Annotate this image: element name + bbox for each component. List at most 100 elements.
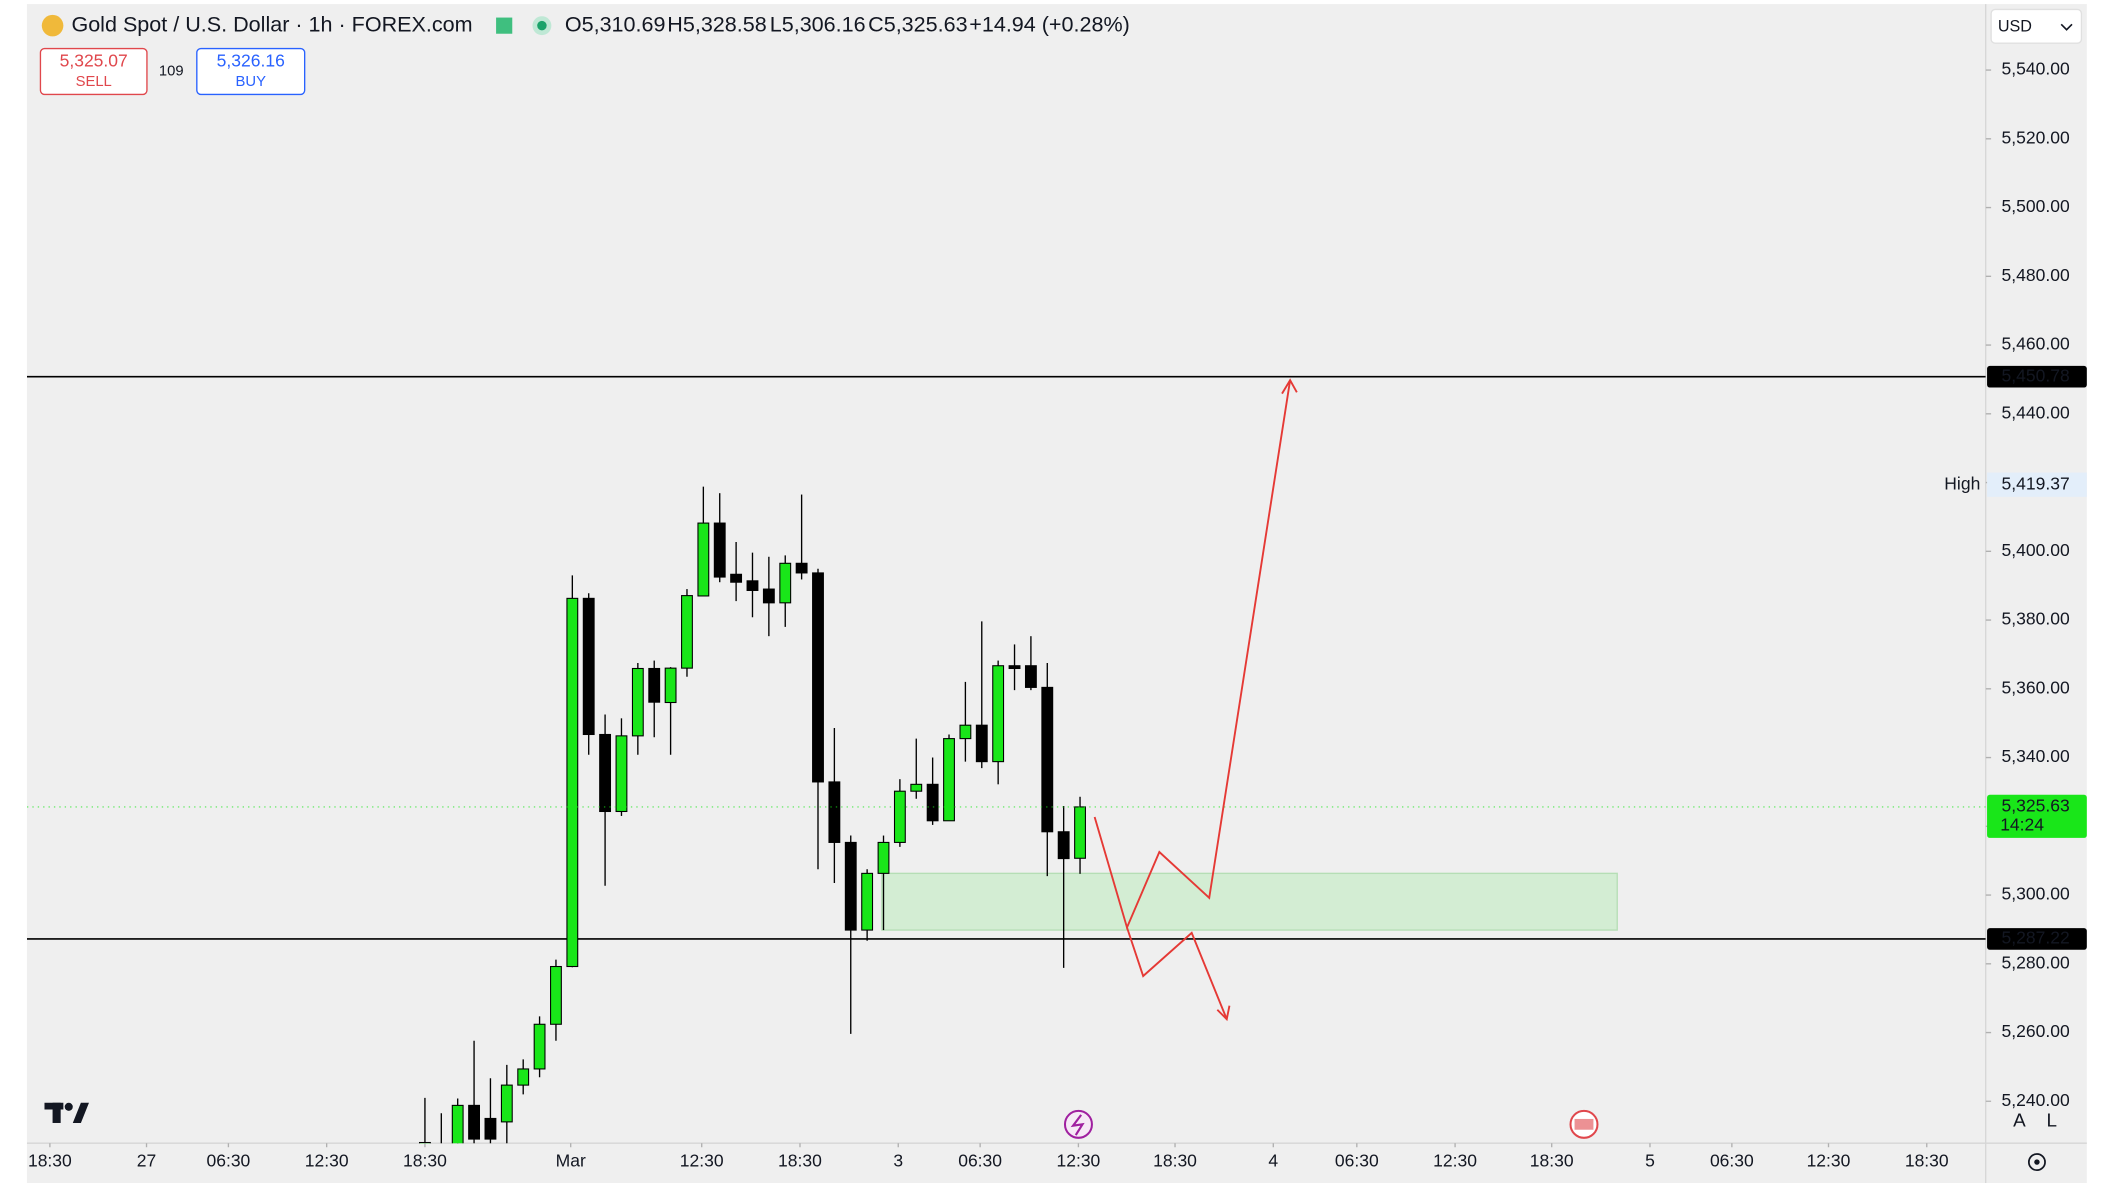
x-tick-label: 18:30 [778, 1151, 822, 1171]
sell-label[interactable]: SELL [76, 74, 112, 90]
spread: 109 [159, 63, 184, 79]
arrow-head [1216, 1005, 1231, 1022]
y-tick-label: 5,500.00 [2002, 196, 2070, 216]
candle-body [926, 783, 939, 822]
buy-price[interactable]: 5,326.16 [217, 51, 285, 71]
x-tick-label: 4 [1268, 1151, 1278, 1171]
candle-body [664, 667, 677, 704]
event-icon-bolt [1070, 1114, 1085, 1136]
x-tick-label: 18:30 [403, 1151, 447, 1171]
x-tick-label: 12:30 [1056, 1151, 1100, 1171]
sell-button[interactable]: 5,325.07 SELL [39, 47, 148, 96]
x-tick-label: 5 [1645, 1151, 1655, 1171]
high-label-box [1987, 472, 2087, 497]
high-label: 5,419.37 [2002, 473, 2070, 493]
y-tick-label: 5,260.00 [2002, 1021, 2070, 1041]
high-text: High [1944, 473, 1980, 493]
y-tick-label: 5,380.00 [2002, 609, 2070, 629]
candle-body [779, 562, 792, 604]
overlay: 5,450.78 5,287.22 High 5,419.37 5,325.6314:2… [1944, 365, 2087, 950]
logo-part [64, 1102, 73, 1111]
sell-box[interactable] [39, 47, 148, 96]
currency-box[interactable] [1990, 8, 2083, 44]
candle-body [1008, 665, 1021, 670]
candle-body [533, 1023, 546, 1070]
price-label: 5,450.78 [2002, 365, 2070, 385]
y-tick-label: 5,240.00 [2002, 1090, 2070, 1110]
currency-label[interactable]: USD [1998, 17, 2032, 35]
sell-price[interactable]: 5,325.07 [60, 51, 128, 71]
candle-body [550, 965, 562, 1025]
candle-body [500, 1084, 513, 1123]
ohlc-low: L5,306.16 [770, 11, 866, 36]
chart-background [26, 4, 2087, 1183]
last-price-label: 5,325.63 [2002, 796, 2070, 816]
time-axis: 18:30 27 06:30 12:30 18:30 Mar 12:30 18:30 3 06:3… [28, 1143, 1949, 1171]
candle-body [762, 588, 775, 604]
candle-body [648, 667, 661, 703]
flag-icon [1574, 1118, 1594, 1130]
x-tick-label: 12:30 [305, 1151, 349, 1171]
market-flag [496, 17, 513, 34]
candle-body [812, 572, 824, 783]
settings-button[interactable] [2027, 1153, 2046, 1172]
projection-down [1126, 927, 1228, 1020]
candle-body [484, 1117, 497, 1140]
ohlc-change: +14.94 (+0.28%) [969, 11, 1130, 36]
candle-body [631, 667, 644, 737]
projection-up [1093, 380, 1292, 931]
buy-box[interactable] [196, 47, 306, 96]
candle-body [959, 724, 972, 740]
x-tick-label: Mar [556, 1151, 586, 1171]
y-tick-label: 5,520.00 [2002, 127, 2070, 147]
candle-body [468, 1104, 481, 1140]
candle-body [893, 790, 906, 843]
candle-body [795, 562, 808, 574]
ohlc-open: O5,310.69 [565, 11, 666, 36]
candle-body [517, 1068, 530, 1086]
candle-body [910, 783, 923, 792]
candle-body [877, 841, 890, 874]
auto-scale-button[interactable]: A [2013, 1110, 2026, 1131]
y-tick-label: 5,280.00 [2002, 952, 2070, 972]
x-tick-label: 18:30 [1905, 1151, 1949, 1171]
demand-zone [881, 872, 1618, 931]
plot-area [26, 375, 1986, 1144]
y-tick-label: 5,480.00 [2002, 265, 2070, 285]
x-tick-label: 06:30 [206, 1151, 250, 1171]
candle-body [697, 522, 710, 597]
x-tick-label: 18:30 [1153, 1151, 1197, 1171]
ohlc-high: H5,328.58 [667, 11, 766, 36]
logo-part [52, 1102, 61, 1123]
currency-dropdown[interactable]: USD [1990, 8, 2083, 44]
y-tick-label: 5,400.00 [2002, 540, 2070, 560]
log-scale-button[interactable]: L [2047, 1110, 2057, 1131]
x-tick-label: 3 [893, 1151, 903, 1171]
candle-body [975, 724, 988, 763]
candle-body [943, 738, 955, 822]
candle-body [451, 1104, 464, 1144]
x-tick-label: 06:30 [958, 1151, 1002, 1171]
candle-body [828, 781, 841, 843]
x-tick-label: 18:30 [28, 1151, 72, 1171]
candle-body [599, 733, 612, 813]
x-tick-label: 06:30 [1710, 1151, 1754, 1171]
candle-body [844, 841, 857, 931]
candle-body [419, 1141, 431, 1144]
candle-body [1057, 831, 1070, 860]
buy-label[interactable]: BUY [236, 74, 267, 90]
candle-body [615, 735, 628, 813]
x-tick-label: 12:30 [680, 1151, 724, 1171]
logo-part [72, 1102, 89, 1123]
logo [44, 1102, 89, 1123]
candle-body [582, 597, 595, 736]
candle-body [730, 573, 743, 583]
drawing [1093, 378, 1298, 1022]
candle-body [681, 595, 693, 669]
chevron[interactable] [2060, 23, 2073, 31]
buy-button[interactable]: 5,326.16 BUY [196, 47, 306, 96]
y-tick-label: 5,540.00 [2002, 59, 2070, 79]
x-tick-label: 06:30 [1335, 1151, 1379, 1171]
